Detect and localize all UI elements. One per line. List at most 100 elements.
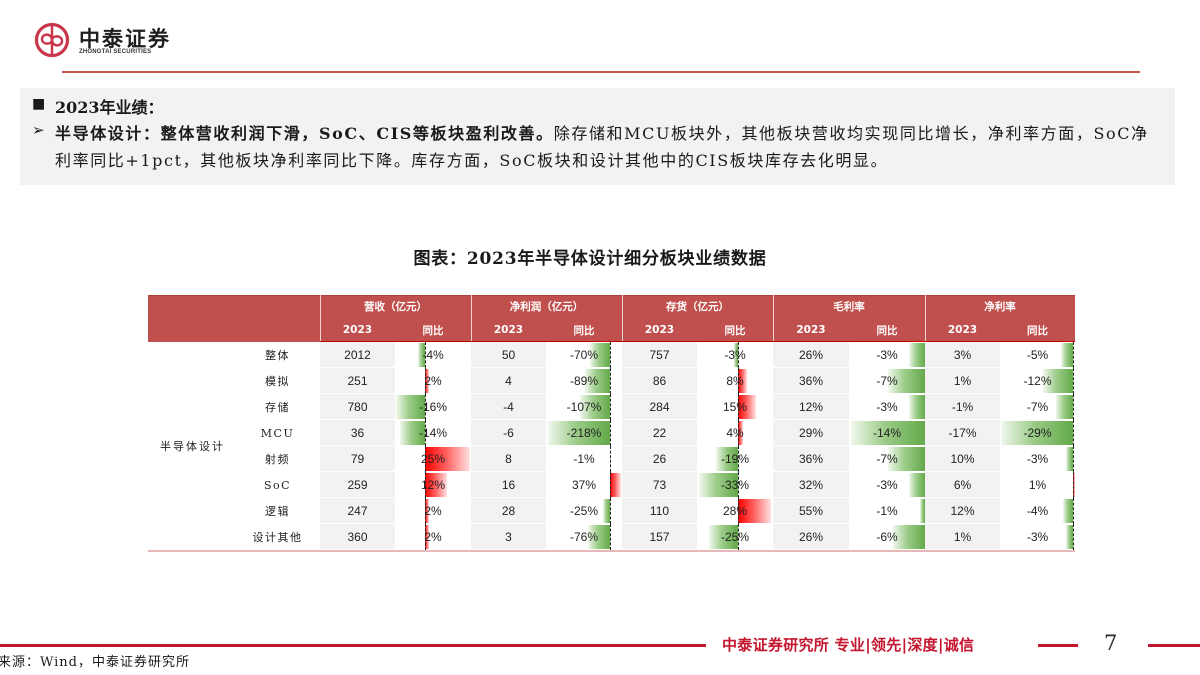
- cell-value: 8: [505, 451, 512, 466]
- cell-value: -25%: [720, 530, 749, 544]
- value-cell: 284: [622, 394, 697, 420]
- data-bar-axis: [738, 394, 739, 420]
- value-cell: 32%: [773, 472, 849, 498]
- cell-value: -76%: [569, 530, 598, 544]
- cell-value: 284: [649, 399, 670, 414]
- column-subheader: 同比: [395, 318, 471, 342]
- table-row: 逻辑 247 2% 28 -25% 110 28% 55% -1% 12% -4%: [148, 498, 1075, 524]
- value-cell: 12%: [773, 394, 849, 420]
- positive-data-bar: [610, 473, 621, 497]
- cell-value: 1%: [953, 373, 972, 388]
- cell-value: 26: [652, 451, 667, 466]
- positive-data-bar: [425, 369, 429, 393]
- cell-value: -3%: [876, 348, 898, 362]
- table-bottom-border: [148, 550, 1075, 552]
- cell-value: 1%: [1028, 478, 1047, 492]
- cell-value: 15%: [722, 400, 748, 414]
- yoy-cell: -7%: [849, 368, 925, 394]
- cell-value: 16: [501, 477, 516, 492]
- negative-data-bar: [579, 395, 610, 419]
- positive-data-bar: [738, 499, 772, 523]
- positive-data-bar: [738, 369, 748, 393]
- figure-title: 图表：2023年半导体设计细分板块业绩数据: [413, 249, 767, 269]
- row-group-label: 半导体设计: [160, 440, 225, 453]
- header-corner: [148, 295, 320, 342]
- brand-name-cn: 中泰证券: [79, 27, 171, 51]
- data-bar-axis: [610, 420, 611, 446]
- summary-heading: 2023年业绩：: [55, 98, 164, 117]
- cell-value: 360: [347, 529, 368, 544]
- cell-value: -1%: [876, 504, 898, 518]
- yoy-cell: -19%: [697, 446, 773, 472]
- segment-label: 设计其他: [252, 531, 303, 544]
- data-bar-axis: [738, 472, 739, 498]
- yoy-cell: -4%: [1000, 498, 1075, 524]
- value-cell: 110: [622, 498, 697, 524]
- yoy-cell: -3%: [1000, 524, 1075, 550]
- cell-value: -70%: [569, 348, 598, 362]
- yoy-cell: -12%: [1000, 368, 1075, 394]
- column-group-header: 净利润（亿元）: [471, 295, 622, 318]
- data-bar-axis: [425, 498, 426, 524]
- data-bar-axis: [1073, 472, 1074, 498]
- yoy-cell: -70%: [546, 342, 622, 368]
- cell-value: -4%: [422, 348, 444, 362]
- value-cell: 4: [471, 368, 546, 394]
- cell-value: 780: [347, 399, 368, 414]
- value-cell: 780: [320, 394, 395, 420]
- cell-value: 757: [649, 347, 670, 362]
- cell-value: 12%: [798, 399, 824, 414]
- column-group-header: 毛利率: [773, 295, 925, 318]
- cell-value: -7%: [876, 452, 898, 466]
- footer-slogan: 中泰证券研究所 专业|领先|深度|诚信: [722, 636, 975, 654]
- negative-data-bar: [887, 369, 925, 393]
- yoy-cell: -29%: [1000, 420, 1075, 446]
- negative-data-bar: [588, 525, 610, 549]
- data-bar-axis: [610, 368, 611, 394]
- cell-value: -218%: [566, 426, 602, 440]
- data-bar-axis: [610, 472, 611, 498]
- yoy-cell: 2%: [395, 524, 471, 550]
- yoy-cell: -33%: [697, 472, 773, 498]
- data-bar-axis: [738, 368, 739, 394]
- summary-point: 半导体设计：整体营收利润下滑，SoC、CIS等板块盈利改善。除存储和MCU板块外…: [55, 120, 1163, 174]
- cell-value: 26%: [798, 529, 824, 544]
- value-cell: 251: [320, 368, 395, 394]
- column-subheader: 同比: [697, 318, 773, 342]
- cell-value: 2%: [424, 374, 442, 388]
- cell-value: -33%: [720, 478, 749, 492]
- table-row: SoC 259 12% 16 37% 73 -33% 32% -3% 6% 1%: [148, 472, 1075, 498]
- value-cell: 73: [622, 472, 697, 498]
- cell-value: 79: [350, 451, 365, 466]
- cell-value: 12%: [950, 503, 975, 518]
- negative-data-bar: [399, 421, 425, 445]
- header-divider: [62, 71, 1140, 73]
- cell-value: -3%: [876, 400, 898, 414]
- header-divider: [925, 295, 926, 342]
- data-bar-axis: [738, 498, 739, 524]
- positive-data-bar: [738, 395, 756, 419]
- cell-value: -3%: [1026, 530, 1049, 544]
- value-cell: 86: [622, 368, 697, 394]
- data-bar-axis: [1073, 498, 1074, 524]
- value-cell: 6%: [925, 472, 1000, 498]
- data-bar-axis: [1073, 368, 1074, 394]
- data-bar-axis: [1073, 420, 1074, 446]
- value-cell: 12%: [925, 498, 1000, 524]
- yoy-cell: 2%: [395, 368, 471, 394]
- yoy-cell: -14%: [849, 420, 925, 446]
- segment-label: 射频: [265, 453, 290, 466]
- positive-data-bar: [738, 421, 743, 445]
- value-cell: 36%: [773, 446, 849, 472]
- negative-data-bar: [909, 343, 925, 367]
- column-group-header: 净利率: [925, 295, 1075, 318]
- yoy-cell: -3%: [1000, 446, 1075, 472]
- yoy-cell: -1%: [849, 498, 925, 524]
- cell-value: -107%: [566, 400, 602, 414]
- value-cell: 1%: [925, 524, 1000, 550]
- yoy-cell: -89%: [546, 368, 622, 394]
- column-group-header: 营收（亿元）: [320, 295, 471, 318]
- value-cell: 26%: [773, 342, 849, 368]
- yoy-cell: -7%: [849, 446, 925, 472]
- negative-data-bar: [1000, 421, 1073, 445]
